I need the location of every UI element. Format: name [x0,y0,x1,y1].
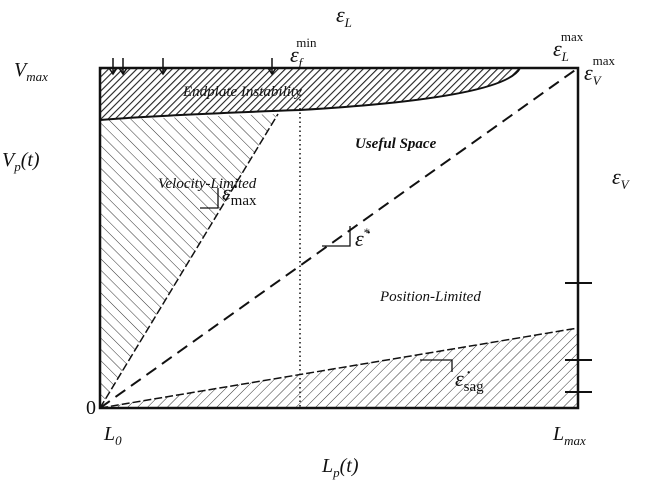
v-max: Vmax [14,59,48,84]
position-label: Position-Limited [379,289,481,305]
label-part: max [26,69,48,84]
label-part: L [344,15,352,30]
label-part: V [14,59,29,81]
label-part: L [552,423,564,445]
label-part: ε [553,36,562,61]
label-part: (t) [340,455,359,477]
label-part: ε [290,42,299,67]
origin-label: 0 [86,397,96,419]
label-part: min [296,35,317,50]
label-part: max [564,433,586,448]
right-ticks [565,282,592,393]
label-part: L [321,455,333,477]
label-part: * [364,225,371,240]
label-part: p [332,465,340,480]
endplate-label: Endplate Instability [182,84,302,100]
position-limit-line [99,327,579,409]
useful-label: Useful Space [355,136,437,152]
velocity-limit-line [99,113,279,409]
label-part: 0 [115,433,122,448]
label-part: (t) [21,149,40,171]
label-part: L [561,49,569,64]
label-part: f [299,55,305,70]
x-axis-label: Lp(t) [321,455,359,480]
velocity-label: Velocity-Limited [158,176,257,192]
l-max-label: Lmax [552,423,586,448]
label-part: sag [464,379,484,395]
label-part: p [13,159,21,174]
right-axis-label: εV [612,164,631,192]
diagonal [99,67,579,409]
eps-L-max: εLmax [553,29,584,64]
l0-label: L0 [103,423,122,448]
top-ticks [108,58,277,76]
eps-V-max: εVmax [584,53,616,88]
y-axis-label: Vp(t) [2,149,40,174]
label-part: ε [584,60,593,85]
label-part: V [621,177,631,192]
label-part: ε [612,164,621,189]
label-part: max [561,29,584,44]
eps-f-min: εf min [290,35,317,70]
label-part: V [593,73,603,88]
label-part: ε [336,2,345,27]
endplate-region [99,67,522,122]
label-part: L [103,423,115,445]
label-part: max [593,53,616,68]
label-part: max [231,193,257,209]
label-part: V [2,149,17,171]
slope-marks [200,188,453,372]
top-axis-label: εL [336,2,352,30]
frame [98,66,580,410]
rate-star: ε̇* [355,225,371,251]
